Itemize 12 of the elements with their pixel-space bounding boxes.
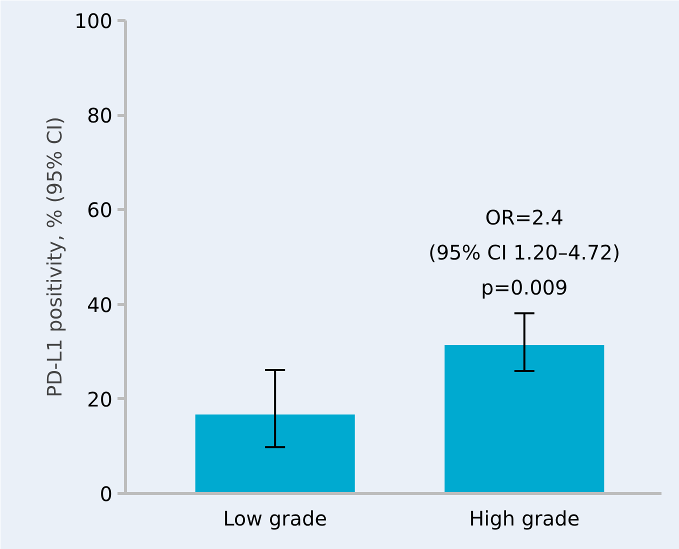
x-tick-label: High grade [469, 506, 580, 530]
annotation: (95% CI 1.20–4.72) [428, 240, 620, 264]
y-tick-label: 80 [87, 104, 113, 128]
y-tick-label: 0 [100, 482, 113, 506]
y-tick-label: 60 [87, 198, 113, 222]
y-axis-title: PD-L1 positivity, % (95% CI) [42, 116, 66, 398]
annotation: OR=2.4 [485, 205, 564, 230]
y-tick-label: 20 [87, 387, 113, 412]
annotation: p=0.009 [481, 275, 568, 300]
y-tick-label: 100 [74, 9, 113, 33]
x-tick-label: Low grade [223, 506, 328, 530]
y-tick-label: 40 [87, 292, 113, 317]
